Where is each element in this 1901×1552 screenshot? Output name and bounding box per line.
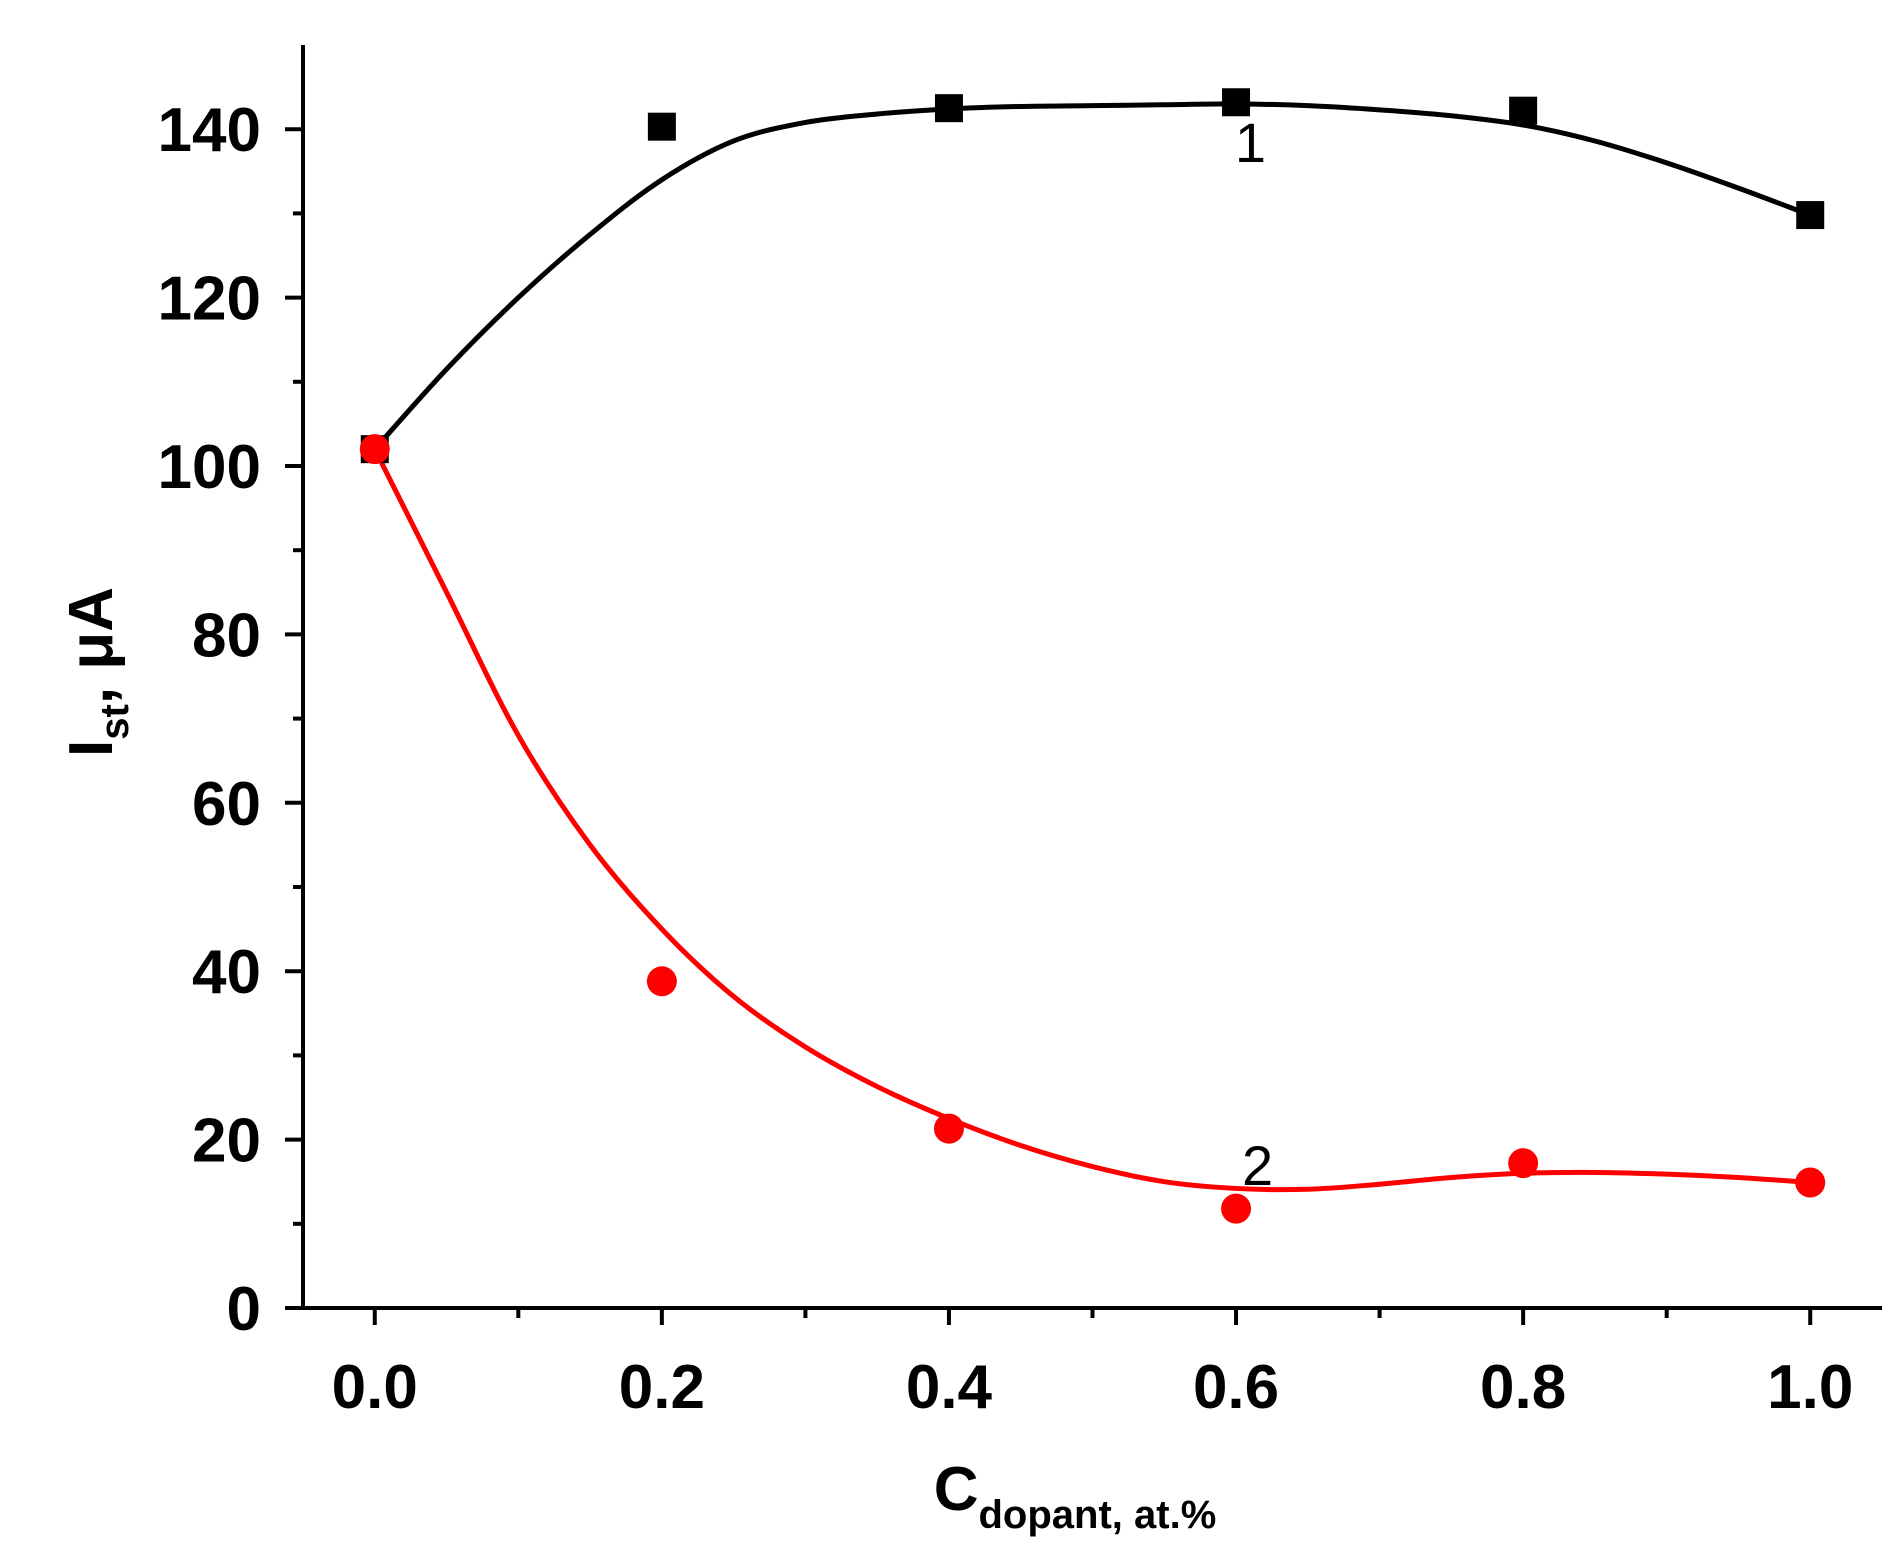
y-tick-label: 0 <box>227 1275 261 1344</box>
data-point-1 <box>934 94 963 123</box>
data-point-1 <box>1222 88 1251 117</box>
y-axis-title-sub: st <box>93 704 137 740</box>
data-point-1 <box>1509 96 1538 125</box>
y-tick-label: 80 <box>192 601 261 670</box>
data-point-2 <box>1795 1167 1826 1198</box>
x-tick-label: 0.6 <box>1193 1353 1279 1422</box>
fit-curve-2 <box>372 448 1811 1193</box>
y-axis-title-main: I <box>57 740 126 757</box>
axes <box>301 45 1882 1310</box>
data-point-2 <box>646 966 677 997</box>
y-axis-title: Ist, μA <box>57 587 137 757</box>
y-axis-title-suffix: , μA <box>57 587 126 704</box>
fit-curve-1 <box>372 101 1812 451</box>
x-tick-label: 0.8 <box>1480 1353 1566 1422</box>
x-tick-label: 0.4 <box>906 1353 993 1422</box>
y-tick-label: 120 <box>158 265 261 334</box>
curve-label-2: 2 <box>1242 1134 1273 1197</box>
data-point-2 <box>933 1113 964 1144</box>
y-tick-label: 60 <box>192 770 261 839</box>
curve-labels: 12 <box>1235 111 1273 1197</box>
data-point-1 <box>1796 201 1825 230</box>
y-axis-ticks: 0 20 40 60 80 100 120 140 <box>158 96 303 1344</box>
data-point-2 <box>359 434 390 465</box>
x-axis-title-sub: dopant, at.% <box>979 1493 1217 1537</box>
y-tick-label: 100 <box>158 433 261 502</box>
data-markers <box>359 88 1826 1224</box>
fit-curves <box>372 101 1812 1193</box>
x-axis-title: Cdopant, at.% <box>934 1455 1217 1537</box>
data-point-2 <box>1508 1148 1539 1179</box>
x-axis-ticks: 0.0 0.2 0.4 0.6 0.8 1.0 <box>332 1308 1853 1422</box>
y-tick-label: 140 <box>158 96 261 165</box>
x-tick-label: 1.0 <box>1767 1353 1853 1422</box>
y-tick-label: 20 <box>192 1107 261 1176</box>
x-tick-label: 0.0 <box>332 1353 418 1422</box>
data-point-1 <box>647 112 676 141</box>
y-tick-label: 40 <box>192 938 261 1007</box>
data-point-2 <box>1221 1193 1252 1224</box>
x-axis-title-main: C <box>934 1455 979 1524</box>
curve-label-1: 1 <box>1235 111 1266 174</box>
x-tick-label: 0.2 <box>619 1353 705 1422</box>
